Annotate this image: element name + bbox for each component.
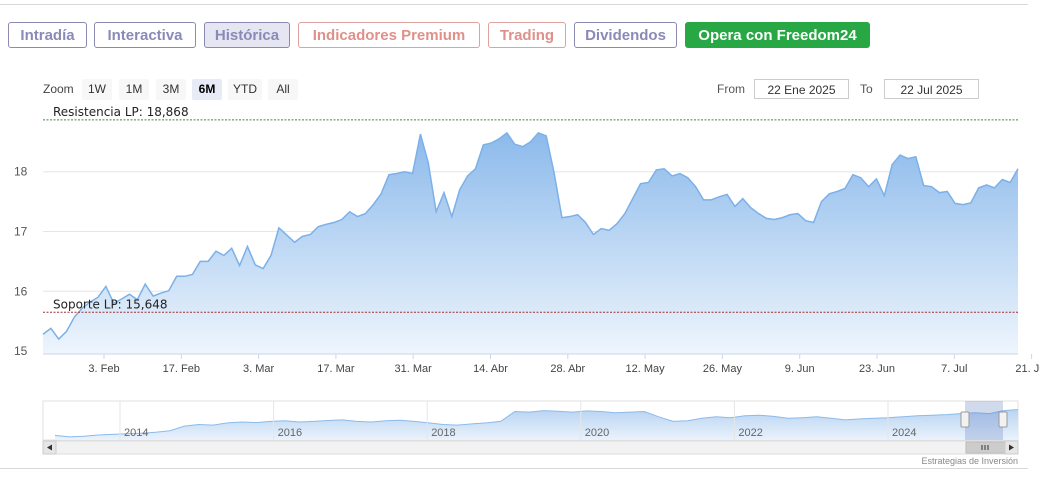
navigator-handle-right	[998, 411, 1008, 428]
tab-indicadores-premium[interactable]: Indicadores Premium	[298, 22, 480, 48]
y-tick-label: 15	[14, 344, 28, 358]
series-layer	[42, 131, 1019, 355]
x-tick-label: 3. Mar	[243, 363, 275, 375]
series-area	[43, 132, 1018, 354]
navigator-tick-label: 2018	[431, 427, 455, 439]
navigator-selection	[965, 401, 1003, 440]
zoom-ytd-button[interactable]: YTD	[228, 79, 262, 100]
y-tick-label: 16	[14, 284, 28, 298]
support-label: Soporte LP: 15,648	[53, 297, 168, 311]
navigator-tick-label: 2022	[738, 427, 762, 439]
tab-historica[interactable]: Histórica	[204, 22, 290, 48]
top-divider	[0, 4, 1028, 5]
navigator[interactable]: 2014 2016 2018 2020 2022 2024	[42, 400, 1019, 455]
x-tick-label: 28. Abr	[550, 363, 585, 375]
zoom-label: Zoom	[43, 82, 74, 96]
arrow-right-icon	[1009, 444, 1014, 451]
tab-interactiva[interactable]: Interactiva	[94, 22, 196, 48]
x-tick-label: 17. Feb	[163, 363, 200, 375]
resistance-label: Resistencia LP: 18,868	[53, 105, 189, 119]
from-label: From	[717, 82, 745, 96]
bottom-divider	[0, 468, 1028, 469]
navigator-tick-label: 2014	[124, 427, 148, 439]
reference-lines: Resistencia LP: 18,868 Soporte LP: 15,648	[43, 105, 1018, 313]
navigator-tick-label: 2020	[585, 427, 609, 439]
zoom-3m-button[interactable]: 3M	[156, 79, 186, 100]
x-axis-ticks: 3. Feb 17. Feb 3. Mar 17. Mar 31. Mar 14. Abr…	[88, 354, 1040, 375]
y-tick-label: 18	[14, 165, 28, 179]
x-tick-label: 31. Mar	[395, 363, 433, 375]
to-label: To	[860, 82, 873, 96]
x-tick-label: 26. May	[703, 363, 743, 375]
zoom-1w-button[interactable]: 1W	[82, 79, 112, 100]
tab-trading[interactable]: Trading	[488, 22, 566, 48]
y-tick-label: 17	[14, 224, 28, 238]
y-axis-ticks: 15 16 17 18	[14, 165, 28, 358]
credit-text: Estrategias de Inversión	[921, 456, 1018, 466]
series-line	[42, 131, 1019, 341]
x-tick-label: 21. Jul	[1015, 363, 1040, 375]
from-date-input[interactable]: 22 Ene 2025	[754, 79, 849, 99]
navigator-line	[54, 409, 1019, 438]
tab-intradia[interactable]: Intradía	[8, 22, 87, 48]
navigator-tick-label: 2016	[278, 427, 302, 439]
x-tick-label: 12. May	[626, 363, 666, 375]
x-tick-label: 23. Jun	[859, 363, 895, 375]
to-date-input[interactable]: 22 Jul 2025	[884, 79, 979, 99]
arrow-left-icon	[47, 444, 52, 451]
tab-dividendos[interactable]: Dividendos	[574, 22, 677, 48]
navigator-tick-label: 2024	[892, 427, 916, 439]
zoom-all-button[interactable]: All	[268, 79, 298, 100]
zoom-1m-button[interactable]: 1M	[119, 79, 149, 100]
zoom-6m-button[interactable]: 6M	[192, 79, 222, 100]
x-tick-label: 14. Abr	[473, 363, 508, 375]
navigator-handle-left	[960, 411, 970, 428]
x-tick-label: 7. Jul	[941, 363, 967, 375]
tab-opera-freedom24[interactable]: Opera con Freedom24	[685, 22, 870, 48]
x-tick-label: 3. Feb	[88, 363, 119, 375]
x-tick-label: 9. Jun	[785, 363, 815, 375]
x-tick-label: 17. Mar	[317, 363, 355, 375]
scrollbar-track	[42, 440, 1019, 455]
